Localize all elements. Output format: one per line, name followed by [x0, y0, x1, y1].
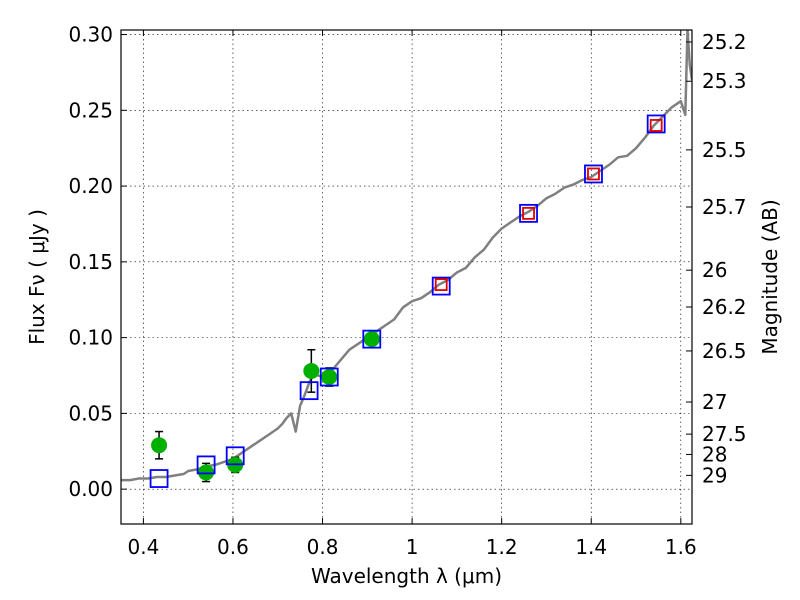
magnitude-tick-label: 26.5: [702, 339, 747, 363]
infrared-point: [649, 119, 663, 132]
y-tick-label: 0.10: [68, 326, 113, 350]
y-tick-label: 0.15: [68, 250, 113, 274]
plot-area: [121, 30, 692, 482]
model-point: [299, 381, 319, 401]
axis-ticks: [121, 30, 692, 524]
plot-frame: [120, 29, 693, 525]
tick-labels: 0.4 0.6 0.8 1 1.2 1.4 1.6 0.00 0.05 0.10 0.15 0.20 0…: [68, 23, 746, 559]
magnitude-tick-label: 26: [702, 258, 727, 282]
model-point: [319, 367, 339, 387]
infrared-point: [522, 206, 535, 220]
infrared-point: [434, 278, 448, 291]
y-tick-label: 0.20: [68, 174, 113, 198]
model-point: [225, 446, 245, 466]
magnitude-tick-label: 28: [702, 442, 727, 466]
magnitude-axis-label: Magnitude (AB): [758, 199, 782, 354]
x-tick-label: 1.4: [575, 535, 607, 559]
observed-point: [363, 331, 380, 348]
observed-point: [198, 464, 215, 481]
model-point: [149, 469, 169, 488]
x-tick-label: 0.6: [217, 535, 249, 559]
model-point: [431, 276, 451, 296]
observed-point: [321, 369, 338, 386]
magnitude-tick-label: 27: [702, 390, 727, 414]
x-tick-label: 1: [406, 535, 419, 559]
x-tick-label: 0.8: [307, 535, 339, 559]
y-tick-label: 0.30: [68, 23, 113, 47]
grid-lines: [121, 30, 692, 524]
model-point: [519, 203, 538, 223]
model-point: [646, 114, 666, 134]
x-tick-label: 1.2: [486, 535, 518, 559]
y-tick-label: 0.25: [68, 98, 113, 122]
y-tick-label: 0.05: [68, 401, 113, 425]
model-point: [362, 329, 382, 349]
model-spectrum-line: [121, 30, 692, 482]
x-tick-label: 1.6: [665, 535, 697, 559]
photometry-points: [149, 114, 666, 488]
observed-point: [151, 437, 168, 454]
magnitude-tick-label: 29: [702, 463, 727, 487]
y-axis-label: Flux Fν ( μJy ): [25, 209, 49, 345]
magnitude-tick-label: 25.7: [702, 195, 747, 219]
x-tick-label: 0.4: [127, 535, 159, 559]
y-tick-label: 0.00: [68, 477, 113, 501]
magnitude-tick-label: 25.2: [702, 30, 747, 54]
model-point: [584, 164, 603, 184]
magnitude-tick-label: 25.5: [702, 138, 747, 162]
magnitude-tick-label: 27.5: [702, 422, 747, 446]
magnitude-tick-label: 26.2: [702, 295, 747, 319]
x-axis-label: Wavelength λ (μm): [311, 564, 502, 588]
observed-point: [303, 362, 320, 379]
model-point: [196, 455, 216, 475]
infrared-point: [587, 167, 600, 181]
magnitude-tick-label: 25.3: [702, 69, 747, 93]
